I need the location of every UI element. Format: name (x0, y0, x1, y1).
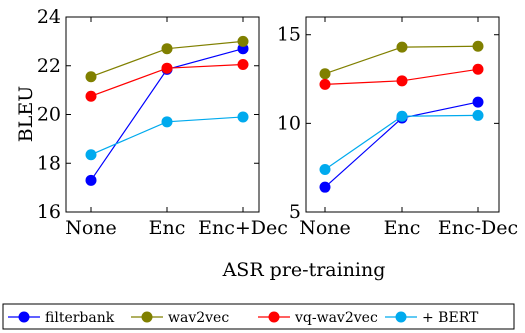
legend-swatch-marker (141, 311, 153, 323)
y-tick-label: 18 (37, 152, 61, 174)
legend-swatch-marker (18, 311, 30, 323)
data-point (319, 163, 331, 175)
legend-swatch-marker (268, 311, 280, 323)
chart-panel-right: 5 10 15 None Enc Enc-Dec (277, 16, 518, 239)
legend-label: vq-wav2vec (294, 310, 378, 326)
chart-panel-left: 16 18 20 22 24 None Enc Enc+Dec (37, 6, 288, 239)
data-point (161, 62, 173, 74)
data-point (161, 116, 173, 128)
x-tick-label: Enc (149, 217, 186, 239)
data-point (319, 78, 331, 90)
y-tick-label: 22 (37, 55, 61, 77)
x-tick-label: Enc (384, 217, 421, 239)
x-tick-label: None (65, 217, 117, 239)
legend-label: + BERT (422, 310, 479, 326)
data-point (396, 75, 408, 87)
data-point (472, 63, 484, 75)
data-point (161, 43, 173, 55)
y-tick-label: 5 (289, 201, 301, 223)
legend-swatch-marker (395, 311, 407, 323)
y-axis-label-left: BLEU (15, 86, 37, 142)
data-point (319, 68, 331, 80)
legend: filterbank wav2vec vq-wav2vec + BERT (2, 303, 515, 330)
data-point (85, 71, 97, 83)
data-point (396, 110, 408, 122)
y-tick-label: 20 (37, 104, 61, 126)
legend-label: wav2vec (168, 310, 229, 326)
data-point (237, 59, 249, 71)
data-point (472, 109, 484, 121)
x-axis-label: ASR pre-training (222, 259, 386, 281)
y-tick-label: 10 (277, 112, 301, 134)
data-point (85, 174, 97, 186)
data-point (396, 41, 408, 53)
x-tick-label: Enc-Dec (438, 217, 518, 239)
legend-label: filterbank (45, 310, 115, 326)
data-point (237, 35, 249, 47)
data-point (85, 90, 97, 102)
data-point (319, 181, 331, 193)
data-point (472, 40, 484, 52)
data-point (472, 96, 484, 108)
data-point (237, 111, 249, 123)
data-point (85, 149, 97, 161)
y-tick-label: 24 (37, 6, 61, 28)
y-tick-label: 15 (277, 24, 301, 46)
y-tick-label: 16 (37, 201, 61, 223)
x-tick-label: None (299, 217, 351, 239)
x-tick-label: Enc+Dec (198, 217, 288, 239)
